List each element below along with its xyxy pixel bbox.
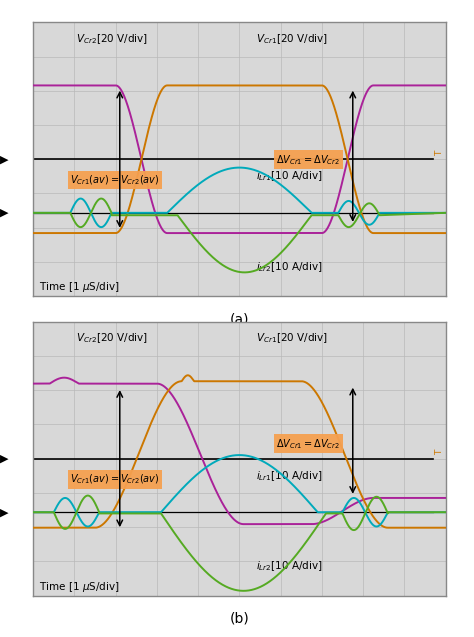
Text: $\Delta V_{Cr1}=\Delta V_{Cr2}$: $\Delta V_{Cr1}=\Delta V_{Cr2}$ (276, 437, 340, 450)
Text: ▶: ▶ (0, 507, 8, 517)
Text: (b): (b) (229, 612, 249, 626)
Text: $i_{Lr1}$[10 A/div]: $i_{Lr1}$[10 A/div] (256, 469, 323, 483)
Text: $V_{Cr1}$[20 V/div]: $V_{Cr1}$[20 V/div] (256, 331, 328, 345)
Text: $V_{Cr1}(av)=V_{Cr2}(av)$: $V_{Cr1}(av)=V_{Cr2}(av)$ (70, 173, 160, 187)
Text: (a): (a) (229, 313, 249, 327)
Text: $V_{Cr1}(av)=V_{Cr2}(av)$: $V_{Cr1}(av)=V_{Cr2}(av)$ (70, 473, 160, 486)
Text: $i_{Lr1}$[10 A/div]: $i_{Lr1}$[10 A/div] (256, 169, 323, 183)
Text: ▶: ▶ (0, 154, 8, 164)
Text: $V_{Cr1}$[20 V/div]: $V_{Cr1}$[20 V/div] (256, 32, 328, 46)
Text: $\Delta V_{Cr1}=\Delta V_{Cr2}$: $\Delta V_{Cr1}=\Delta V_{Cr2}$ (276, 153, 340, 167)
Text: ▶: ▶ (0, 208, 8, 218)
Text: $V_{Cr2}$[20 V/div]: $V_{Cr2}$[20 V/div] (76, 32, 148, 46)
Text: $V_{Cr2}$[20 V/div]: $V_{Cr2}$[20 V/div] (76, 331, 148, 345)
Text: Time [1 $\mu$S/div]: Time [1 $\mu$S/div] (39, 280, 120, 294)
Text: $i_{Lr2}$[10 A/div]: $i_{Lr2}$[10 A/div] (256, 260, 323, 274)
Text: T: T (436, 150, 445, 155)
Text: Time [1 $\mu$S/div]: Time [1 $\mu$S/div] (39, 580, 120, 594)
Text: T: T (436, 450, 445, 455)
Text: $i_{Lr2}$[10 A/div]: $i_{Lr2}$[10 A/div] (256, 559, 323, 573)
Text: ▶: ▶ (0, 454, 8, 464)
